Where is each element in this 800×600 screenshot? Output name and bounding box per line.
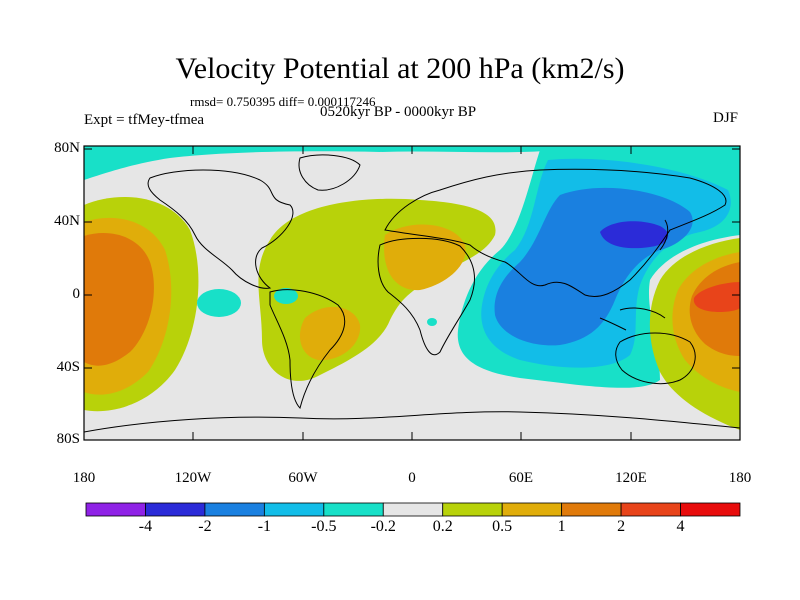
plot-title: Velocity Potential at 200 hPa (km2/s) [175,52,625,85]
colorbar-swatch [382,502,444,517]
lon-label-180e: 180 [728,470,752,486]
lat-label-40s: 40S [56,359,80,375]
colorbar-label: 1 [557,518,566,535]
experiment-label: Expt = tfMey-tfmea [84,112,205,128]
contour-fills [84,146,740,440]
colorbar-label: -0.5 [311,518,337,535]
africa-coast [377,237,475,356]
colorbar-label: -0.2 [370,518,396,535]
colorbar-swatch [620,502,681,517]
colorbar-swatch [501,502,563,517]
south-america-coast [269,289,346,409]
lon-label-60e: 60E [508,470,534,486]
colorbar-label: 0.5 [492,518,513,535]
pacific-positive-core [84,233,154,366]
statistics-text: rmsd= 0.750395 diff= 0.000117246 [190,94,376,109]
lon-label-120w: 120W [174,470,212,486]
australia-coast [615,332,696,385]
colorbar-swatch [442,502,503,517]
colorbar [85,502,741,517]
colorbar-swatch [561,502,622,517]
colorbar-swatch [323,502,384,517]
colorbar-label: 0.2 [432,518,453,535]
lat-label-0: 0 [72,286,81,302]
antarctica-coast [84,411,740,433]
axis-ticks [83,146,741,441]
lon-label-180w: 180 [72,470,96,486]
greenland-coast [298,154,361,191]
lon-label-120e: 120E [615,470,647,486]
colorbar-swatch [145,502,206,517]
maritime-continent-coast [599,307,666,331]
asia-negative-core [600,221,669,249]
eurasia-coast [384,168,727,297]
lat-label-40n: 40N [54,213,80,229]
period-label: 0520kyr BP - 0000kyr BP [320,104,477,120]
colorbar-label: -4 [138,518,153,535]
coastlines [84,154,740,433]
atlantic-cyan-spot [427,318,437,326]
north-america-coast [147,169,294,289]
north-cyan-band [84,146,740,190]
colorbar-label: -1 [257,518,272,535]
lat-label-80s: 80S [56,431,80,447]
west-pacific-positive-max [693,282,740,312]
colorbar-swatch [263,502,325,517]
pacific-cyan-spot [197,289,241,317]
colorbar-swatch [680,502,741,517]
amazon-cyan-spot [274,288,298,304]
lon-label-0: 0 [408,470,416,486]
colorbar-label: -2 [198,518,212,535]
lon-label-60w: 60W [288,470,318,486]
colorbar-label: 2 [617,518,626,535]
lat-label-80n: 80N [54,140,80,156]
colorbar-label: 4 [676,518,685,535]
japan-coast [659,219,669,251]
season-label: DJF [712,110,738,126]
colorbar-swatch [85,502,146,517]
colorbar-swatch [204,502,265,517]
